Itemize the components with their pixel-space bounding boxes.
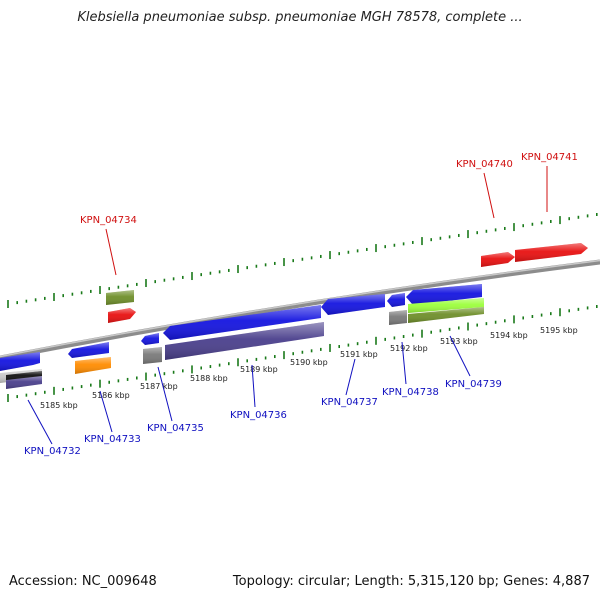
leader-line — [401, 341, 407, 385]
scale-tick-label: 5185 kbp — [40, 401, 78, 410]
gene-label-text[interactable]: KPN_04735 — [147, 423, 204, 434]
scale-tick-label: 5187 kbp — [140, 382, 178, 391]
gene-label-text[interactable]: KPN_04736 — [230, 410, 287, 421]
gene-label-text[interactable]: KPN_04739 — [445, 379, 502, 390]
gene-label-text[interactable]: KPN_04740 — [456, 159, 513, 170]
gene-feature[interactable] — [165, 322, 324, 360]
gene-arrow-gloss — [6, 371, 42, 380]
scale-tick-label: 5192 kbp — [390, 344, 428, 353]
scale-tick-label: 5190 kbp — [290, 358, 328, 367]
gene-label-kpn_04740[interactable]: KPN_04740 — [456, 159, 513, 219]
scale-tick-label: 5195 kbp — [540, 326, 578, 335]
gene-arrow-gloss — [143, 347, 162, 364]
gene-label-kpn_04739[interactable]: KPN_04739 — [445, 335, 502, 390]
gene-arrow-gloss — [389, 310, 407, 325]
leader-line — [345, 358, 356, 396]
gene-arrow-gloss — [6, 376, 42, 389]
gene-arrow-gloss — [481, 252, 515, 267]
leader-line — [449, 335, 471, 377]
scale-tick-label: 5186 kbp — [92, 391, 130, 400]
gene-feature[interactable] — [0, 352, 40, 371]
gene-arrow-gloss — [106, 290, 134, 305]
leader-line — [483, 172, 495, 219]
gene-arrow-gloss — [406, 284, 482, 305]
map-title: Klebsiella pneumoniae subsp. pneumoniae … — [77, 10, 523, 25]
leader-line — [27, 399, 53, 445]
gene-arrow-gloss — [408, 307, 484, 323]
gene-arrow-gloss — [408, 298, 484, 313]
gene-feature[interactable] — [406, 284, 482, 305]
gene-arrow-gloss — [0, 352, 40, 371]
gene-feature[interactable] — [387, 293, 405, 307]
gene-feature[interactable] — [481, 252, 515, 267]
forward-strand-guide — [7, 212, 598, 308]
leader-line — [105, 228, 117, 276]
gene-label-text[interactable]: KPN_04741 — [521, 152, 578, 163]
gene-arrow-gloss — [165, 322, 324, 360]
gene-feature[interactable] — [106, 290, 134, 305]
gene-feature[interactable] — [6, 376, 42, 389]
gene-feature[interactable] — [408, 298, 484, 313]
genome-backbone — [0, 259, 600, 361]
gene-label-text[interactable]: KPN_04733 — [84, 434, 141, 445]
gene-label-kpn_04733[interactable]: KPN_04733 — [84, 390, 141, 445]
scale-tick-label: 5189 kbp — [240, 365, 278, 374]
gene-arrow-gloss — [141, 333, 159, 345]
gene-feature[interactable] — [389, 310, 407, 325]
gene-feature[interactable] — [408, 307, 484, 323]
gene-arrow-gloss — [321, 294, 385, 315]
scale-tick-label: 5188 kbp — [190, 374, 228, 383]
gene-arrow-gloss — [163, 305, 321, 340]
gene-feature[interactable] — [321, 294, 385, 315]
gene-feature[interactable] — [143, 347, 162, 364]
reverse-strand-guide — [7, 304, 598, 402]
genome-info-text: Topology: circular; Length: 5,315,120 bp… — [232, 574, 590, 589]
gene-label-text[interactable]: KPN_04737 — [321, 397, 378, 408]
scale-tick-label: 5191 kbp — [340, 350, 378, 359]
gene-label-kpn_04738[interactable]: KPN_04738 — [382, 341, 439, 398]
gene-feature[interactable] — [6, 371, 42, 380]
gene-feature[interactable] — [141, 333, 159, 345]
gene-arrow-gloss — [515, 243, 588, 262]
gene-arrow-gloss — [108, 308, 136, 323]
gene-label-kpn_04735[interactable]: KPN_04735 — [147, 366, 204, 434]
gene-label-kpn_04732[interactable]: KPN_04732 — [24, 399, 81, 457]
gene-label-text[interactable]: KPN_04734 — [80, 215, 137, 226]
gene-label-text[interactable]: KPN_04732 — [24, 446, 81, 457]
gene-arrow-gloss — [75, 357, 111, 374]
gene-feature[interactable] — [68, 342, 109, 358]
gene-feature[interactable] — [75, 357, 111, 374]
gene-arrow-gloss — [387, 293, 405, 307]
gene-label-kpn_04736[interactable]: KPN_04736 — [230, 364, 287, 421]
gene-arrow-gloss — [68, 342, 109, 358]
scale-tick-label: 5194 kbp — [490, 331, 528, 340]
gene-label-kpn_04737[interactable]: KPN_04737 — [321, 358, 378, 408]
gene-feature[interactable] — [163, 305, 321, 340]
scale-tick-label: 5193 kbp — [440, 337, 478, 346]
gene-label-kpn_04734[interactable]: KPN_04734 — [80, 215, 137, 276]
leader-line — [157, 366, 173, 422]
gene-label-kpn_04741[interactable]: KPN_04741 — [521, 152, 578, 212]
leader-line — [251, 364, 256, 408]
gene-label-text[interactable]: KPN_04738 — [382, 387, 439, 398]
leader-line — [99, 390, 113, 433]
accession-text: Accession: NC_009648 — [9, 574, 157, 589]
gene-feature[interactable] — [515, 243, 588, 262]
gene-feature[interactable] — [108, 308, 136, 323]
